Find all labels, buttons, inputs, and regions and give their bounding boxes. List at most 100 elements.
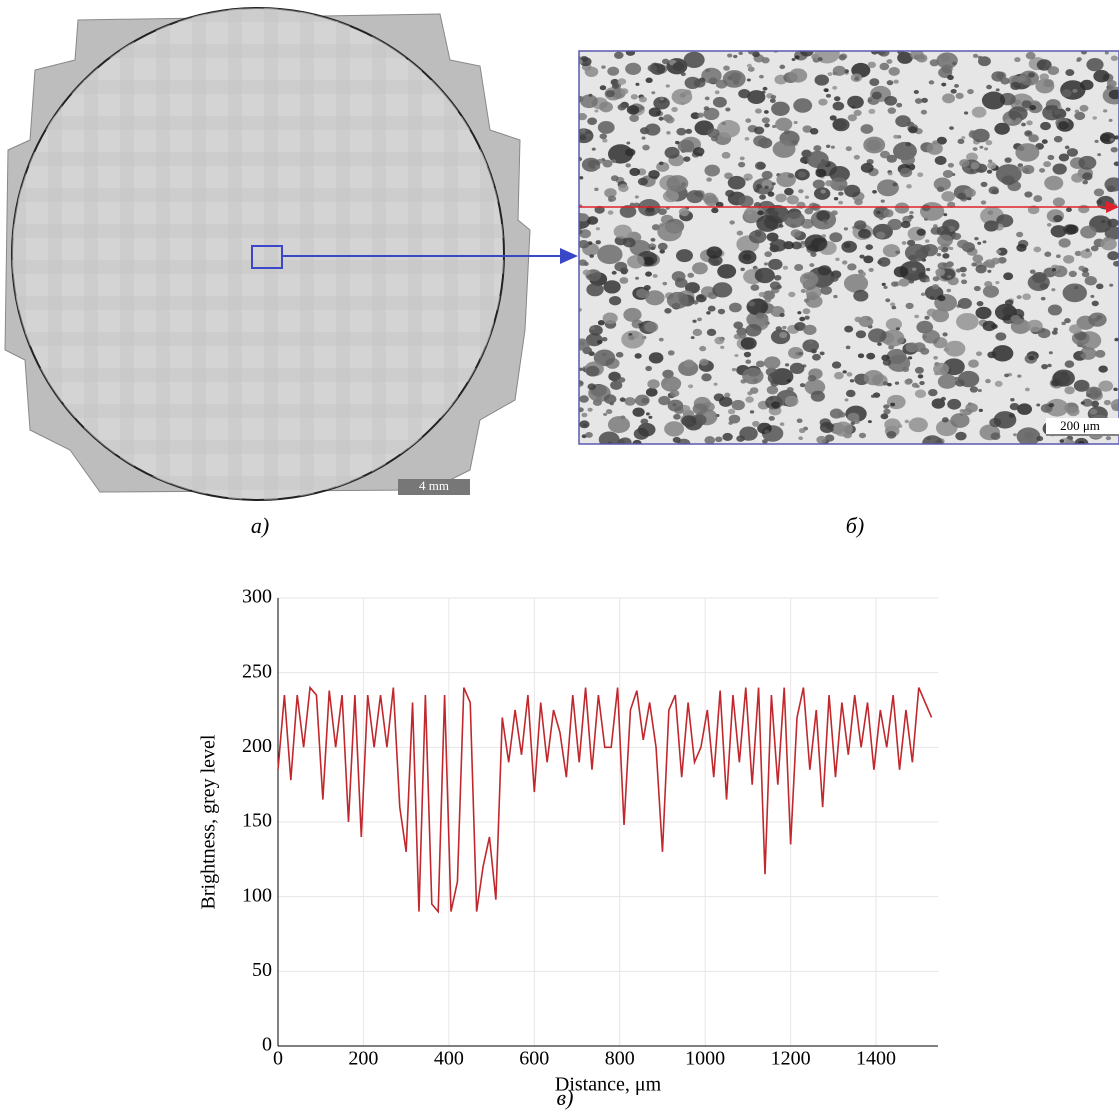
pore [1077, 350, 1083, 356]
pore [666, 291, 689, 309]
pore [914, 366, 924, 374]
pore [746, 63, 752, 68]
pore [1061, 321, 1066, 326]
pore [855, 330, 867, 339]
pore [904, 379, 912, 385]
pore [972, 53, 979, 58]
pore [1078, 265, 1086, 271]
pore [644, 123, 661, 136]
x-axis-label: Distance, μm [555, 1074, 662, 1096]
pore [745, 324, 762, 337]
pore [627, 255, 645, 269]
pore [786, 386, 794, 393]
pore [727, 408, 736, 415]
pore [902, 366, 910, 372]
pore [585, 365, 600, 377]
pore [887, 107, 897, 114]
pore [1033, 246, 1042, 253]
pore [798, 189, 804, 194]
texture-band [12, 224, 504, 238]
pore [653, 96, 670, 110]
pore [611, 159, 617, 164]
pore [844, 398, 849, 402]
pore [703, 106, 710, 111]
pore [766, 385, 779, 395]
pore [1113, 161, 1119, 167]
pore [815, 168, 827, 178]
pore [981, 91, 1006, 110]
pore [898, 278, 910, 287]
pore [1096, 199, 1103, 205]
scale-bar-label: 200 μm [1060, 418, 1100, 433]
line-chart: 0 50 100 150 200 250 300 0 200 400 600 800 1000 1200 1… [198, 586, 938, 1096]
pore [762, 290, 775, 300]
pore [892, 182, 898, 187]
pore [1064, 386, 1075, 395]
pore [832, 118, 850, 132]
pore [721, 151, 731, 159]
pore [940, 396, 946, 401]
pore [1047, 109, 1053, 114]
pore [987, 351, 997, 359]
pore [625, 208, 630, 212]
pore [1061, 89, 1072, 98]
pore [764, 123, 770, 128]
pore [786, 195, 799, 205]
pore [715, 201, 724, 208]
pore [973, 285, 981, 292]
pore [591, 147, 596, 151]
pore [1079, 347, 1097, 360]
pore [1079, 104, 1089, 112]
pore [884, 95, 898, 106]
pore [1096, 283, 1104, 290]
pore [648, 352, 664, 364]
pore [971, 262, 977, 267]
pore [886, 154, 897, 163]
pore [880, 199, 885, 203]
pore [937, 234, 953, 247]
pore [683, 156, 691, 162]
pore [729, 220, 735, 225]
pore [581, 412, 588, 418]
pore [937, 262, 948, 270]
pore [761, 90, 766, 94]
pore [1024, 191, 1033, 198]
texture-band [12, 368, 504, 382]
pore [645, 387, 658, 397]
pore [804, 195, 810, 199]
pore [764, 251, 772, 258]
pore [733, 54, 738, 59]
pore [962, 408, 973, 416]
pore [932, 276, 940, 282]
pore [995, 88, 1000, 92]
pore [728, 414, 741, 424]
pore [969, 386, 979, 393]
pore [991, 345, 1014, 362]
pore [659, 97, 665, 101]
pore [594, 205, 605, 214]
pore [1064, 318, 1071, 324]
pore [725, 107, 731, 112]
pore [611, 270, 617, 275]
pore [810, 252, 817, 257]
pore [774, 274, 782, 281]
pore [853, 109, 862, 117]
pore [748, 230, 767, 244]
pore [645, 271, 652, 277]
pore [863, 255, 874, 264]
pore [619, 397, 626, 402]
pore [1013, 99, 1021, 105]
pore [1082, 398, 1093, 407]
pore [1098, 365, 1108, 373]
pore [1004, 118, 1012, 125]
pore [766, 232, 779, 242]
pore [881, 282, 886, 286]
pore [754, 187, 760, 193]
pore [957, 192, 967, 200]
pore [825, 144, 831, 149]
pore [942, 93, 956, 104]
pore [922, 329, 940, 344]
pore [629, 114, 639, 123]
pore [584, 66, 599, 77]
pore [601, 337, 608, 342]
